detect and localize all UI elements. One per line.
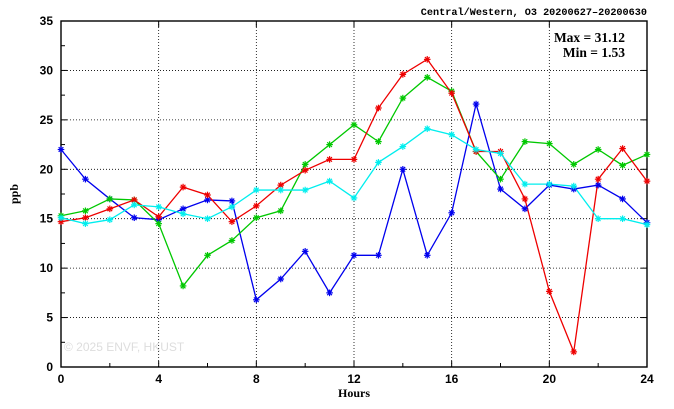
svg-text:20: 20 [543,372,557,386]
svg-text:12: 12 [347,372,361,386]
svg-text:0: 0 [58,372,65,386]
svg-text:15: 15 [40,212,54,226]
svg-text:8: 8 [253,372,260,386]
svg-text:10: 10 [40,261,54,275]
svg-text:25: 25 [40,113,54,127]
svg-text:24: 24 [640,372,654,386]
svg-text:Hours: Hours [338,386,370,400]
svg-text:16: 16 [445,372,459,386]
svg-text:4: 4 [155,372,162,386]
svg-text:20: 20 [40,162,54,176]
svg-text:Central/Western, O3 20200627–2: Central/Western, O3 20200627–20200630 [421,7,647,19]
svg-text:© 2025 ENVF, HKUST: © 2025 ENVF, HKUST [64,340,185,354]
svg-text:35: 35 [40,14,54,28]
svg-text:Max = 31.12: Max = 31.12 [554,30,625,45]
svg-text:0: 0 [46,360,53,374]
svg-text:ppb: ppb [7,184,21,204]
svg-text:5: 5 [46,311,53,325]
svg-text:30: 30 [40,63,54,77]
svg-text:Min = 1.53: Min = 1.53 [563,45,625,60]
